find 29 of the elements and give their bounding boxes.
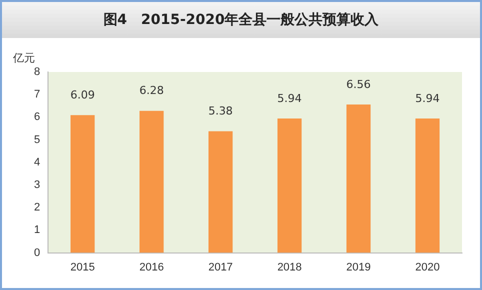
y-tick-label: 1 [34, 224, 40, 236]
data-label: 5.38 [208, 104, 233, 118]
data-label: 5.94 [415, 92, 440, 105]
data-label: 5.94 [277, 92, 302, 105]
bar [140, 110, 164, 253]
x-tick-label: 2015 [70, 261, 95, 274]
y-tick-label: 2 [34, 202, 40, 214]
y-axis-title: 亿元 [12, 51, 36, 64]
x-tick-label: 2019 [346, 261, 371, 274]
data-label: 6.09 [70, 88, 95, 102]
y-tick-label: 4 [34, 156, 40, 168]
y-tick-label: 0 [34, 246, 40, 259]
bar [415, 118, 440, 253]
x-tick-label: 2017 [208, 261, 233, 274]
y-tick-label: 7 [34, 88, 40, 101]
x-tick-label: 2020 [415, 261, 440, 274]
bar [70, 115, 95, 253]
bar [346, 104, 371, 253]
data-label: 6.56 [346, 78, 371, 91]
y-tick-label: 6 [34, 111, 40, 124]
data-label: 6.28 [139, 84, 164, 98]
bar [277, 118, 302, 253]
y-tick-label: 5 [34, 134, 40, 146]
y-tick-label: 3 [34, 179, 40, 192]
x-tick-label: 2018 [277, 261, 302, 274]
x-tick-label: 2016 [139, 261, 164, 274]
chart-title: 图4 2015-2020年全县一般公共预算收入 [2, 2, 480, 38]
y-tick-label: 8 [34, 66, 40, 78]
bar [208, 131, 233, 253]
